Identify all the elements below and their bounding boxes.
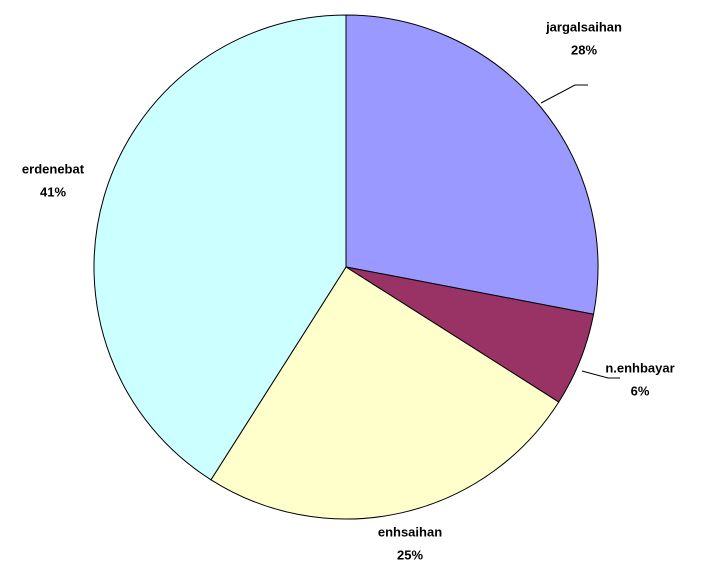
slice-label: n.enhbayar [605,360,674,375]
slice-value-label: 25% [397,547,423,562]
slice-value-label: 41% [40,184,66,199]
leader-line [540,84,588,104]
pie-slice [345,14,599,315]
slice-label: jargalsaihan [545,19,622,34]
slice-value-label: 6% [631,383,650,398]
slice-label: erdenebat [22,161,85,176]
slice-value-label: 28% [571,42,597,57]
slice-label: enhsaihan [378,524,442,539]
pie-slice [210,266,560,520]
pie-slice [93,14,347,481]
leader-line [581,370,620,379]
